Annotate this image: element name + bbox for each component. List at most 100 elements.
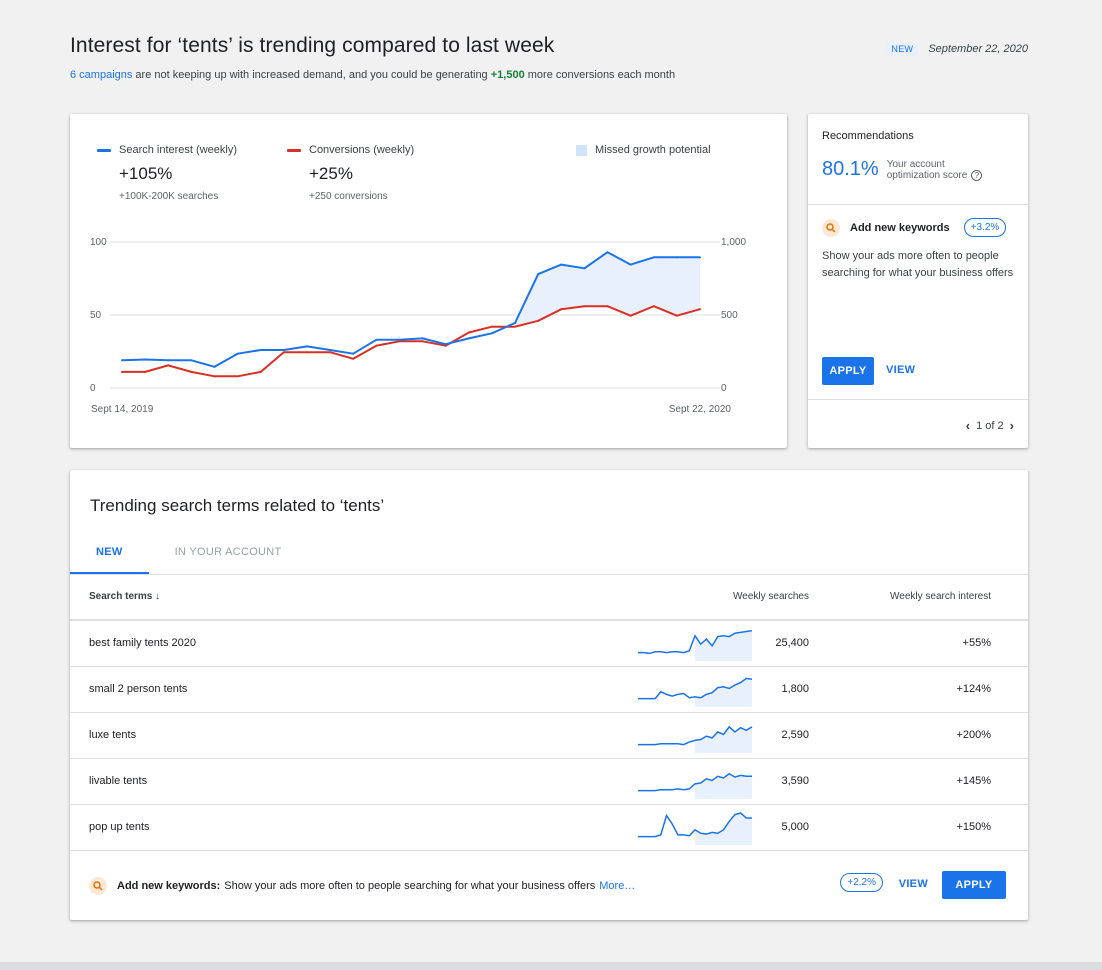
conversions-point (259, 370, 262, 373)
divider (808, 204, 1028, 205)
weekly-searches: 3,590 (781, 775, 809, 787)
pager-text: 1 of 2 (976, 419, 1004, 432)
legend-search-interest: Search interest (weekly) +105% +100K-200… (97, 144, 237, 202)
y-left-tick-label: 100 (90, 237, 107, 248)
search-interest-point (514, 322, 517, 325)
search-interest-point (537, 273, 540, 276)
chevron-right-icon[interactable]: › (1009, 418, 1014, 433)
conversions-point (699, 308, 701, 311)
search-interest-point (167, 359, 170, 362)
trend-chart-card: Search interest (weekly) +105% +100K-200… (70, 114, 787, 448)
page-title: Interest for ‘tents’ is trending compare… (70, 34, 555, 57)
conversions-point (467, 331, 470, 334)
more-link[interactable]: More… (599, 879, 636, 892)
conversions-point (629, 314, 632, 317)
optimization-score-label-2: optimization score (886, 169, 968, 181)
search-term: luxe tents (89, 729, 137, 741)
divider (808, 399, 1028, 400)
search-interest-point (305, 345, 308, 348)
tabs-divider (70, 574, 1028, 575)
sparkline-line (638, 677, 753, 700)
table-header: Search terms ↓ Weekly searches Weekly se… (70, 575, 1028, 621)
optimization-score-label-1: Your account (886, 158, 945, 170)
search-interest-point (375, 338, 378, 341)
sparkline-line (638, 772, 752, 792)
table-body: best family tents 2020 25,400 +55% small 2 … (70, 621, 1028, 851)
search-interest-point (629, 263, 632, 266)
chevron-left-icon[interactable]: ‹ (965, 418, 971, 433)
conversions-point (514, 325, 517, 328)
uplift-badge: +2.2% (840, 873, 883, 892)
search-term: best family tents 2020 (89, 637, 197, 649)
conversions-point (398, 340, 401, 343)
weekly-interest: +145% (956, 775, 991, 787)
search-interest-point (190, 359, 193, 362)
search-interest-point (236, 352, 239, 355)
conversions-point (375, 344, 378, 347)
column-weekly-searches[interactable]: Weekly searches (733, 591, 809, 602)
trend-sparkline (638, 812, 752, 845)
tab-new[interactable]: NEW (70, 540, 149, 574)
weekly-interest: +150% (956, 821, 991, 833)
apply-button[interactable]: APPLY (942, 871, 1006, 899)
column-search-terms[interactable]: Search terms ↓ (89, 591, 160, 602)
conversion-highlight: +1,500 (490, 69, 525, 81)
search-interest-point (398, 338, 401, 341)
search-term: small 2 person tents (89, 683, 188, 695)
footer-text: Show your ads more often to people searc… (224, 879, 596, 892)
weekly-searches: 2,590 (781, 729, 809, 741)
sparkline-area (695, 726, 752, 753)
sparkline-line (638, 629, 753, 655)
optimization-score: 80.1% Your account optimization score? (822, 158, 983, 181)
help-icon[interactable]: ? (971, 169, 983, 181)
search-interest-point (421, 337, 424, 340)
table-row[interactable]: livable tents 3,590 +145% (70, 759, 1028, 805)
search-interest-point (282, 349, 285, 352)
view-button[interactable]: VIEW (886, 364, 916, 376)
footer-title: Add new keywords: (117, 879, 221, 892)
conversions-line (122, 305, 701, 378)
uplift-badge: +3.2% (963, 218, 1007, 237)
conversions-point (652, 305, 655, 308)
sparkline-line (638, 812, 752, 838)
legend-missed-growth: Missed growth potential (576, 144, 711, 156)
conversions-point (675, 314, 678, 317)
search-interest-point (121, 359, 123, 362)
campaigns-link[interactable]: 6 campaigns (70, 69, 133, 81)
conversions-point (490, 325, 493, 328)
view-button[interactable]: VIEW (898, 878, 928, 890)
tab-in-your-account[interactable]: IN YOUR ACCOUNT (174, 546, 282, 558)
table-row[interactable]: luxe tents 2,590 +200% (70, 713, 1028, 759)
search-interest-point (675, 256, 678, 259)
conversions-point (167, 364, 170, 367)
tab-bar: NEW IN YOUR ACCOUNT (70, 540, 308, 574)
page-subtitle: 6 campaigns are not keeping up with incr… (70, 69, 1028, 81)
table-row[interactable]: small 2 person tents 1,800 +124% (70, 667, 1028, 713)
recommendation-description: Show your ads more often to people searc… (822, 250, 1014, 279)
legend-search-interest-sub: +100K-200K searches (119, 191, 219, 202)
legend-conversions-label: Conversions (weekly) (309, 144, 415, 156)
recommendation-keyword-title: Add new keywords (850, 221, 950, 234)
apply-button[interactable]: APPLY (822, 357, 874, 385)
table-row[interactable]: best family tents 2020 25,400 +55% (70, 621, 1028, 667)
legend-search-interest-label: Search interest (weekly) (119, 144, 237, 156)
legend-search-interest-row: Search interest (weekly) (97, 144, 237, 156)
recommendations-card: Recommendations 80.1% Your account optimi… (808, 114, 1028, 448)
search-term: pop up tents (89, 821, 150, 833)
search-icon (822, 218, 840, 237)
table-row[interactable]: pop up tents 5,000 +150% (70, 805, 1028, 851)
search-interest-point (144, 358, 147, 361)
search-interest-point (329, 349, 332, 352)
search-interest-point (699, 256, 701, 259)
legend-swatch-blue (97, 148, 111, 152)
conversions-point (560, 308, 563, 311)
search-interest-point (444, 343, 447, 346)
bottom-strip (0, 962, 1102, 970)
conversions-point (213, 375, 216, 378)
legend-swatch-red (287, 148, 301, 152)
conversions-point (282, 351, 285, 354)
x-start-label: Sept 14, 2019 (91, 404, 154, 415)
conversions-point (352, 357, 355, 360)
conversions-point (121, 370, 123, 373)
column-weekly-interest[interactable]: Weekly search interest (890, 591, 991, 602)
